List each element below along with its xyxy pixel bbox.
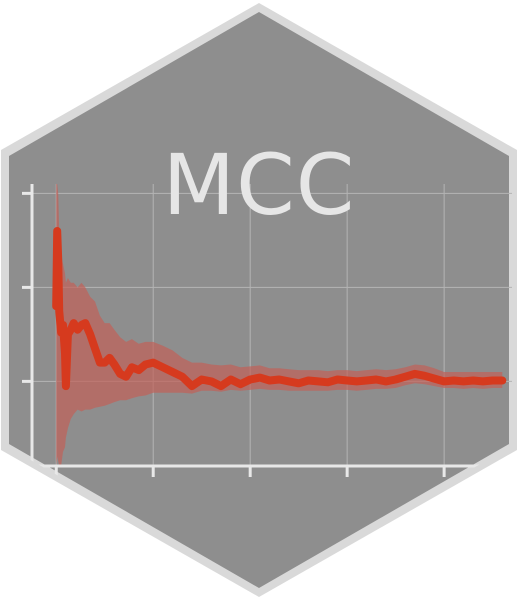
hexagon-background	[9, 12, 509, 588]
logo-title: MCC	[163, 136, 356, 234]
chart-axes	[22, 184, 512, 477]
series-line	[52, 227, 507, 391]
